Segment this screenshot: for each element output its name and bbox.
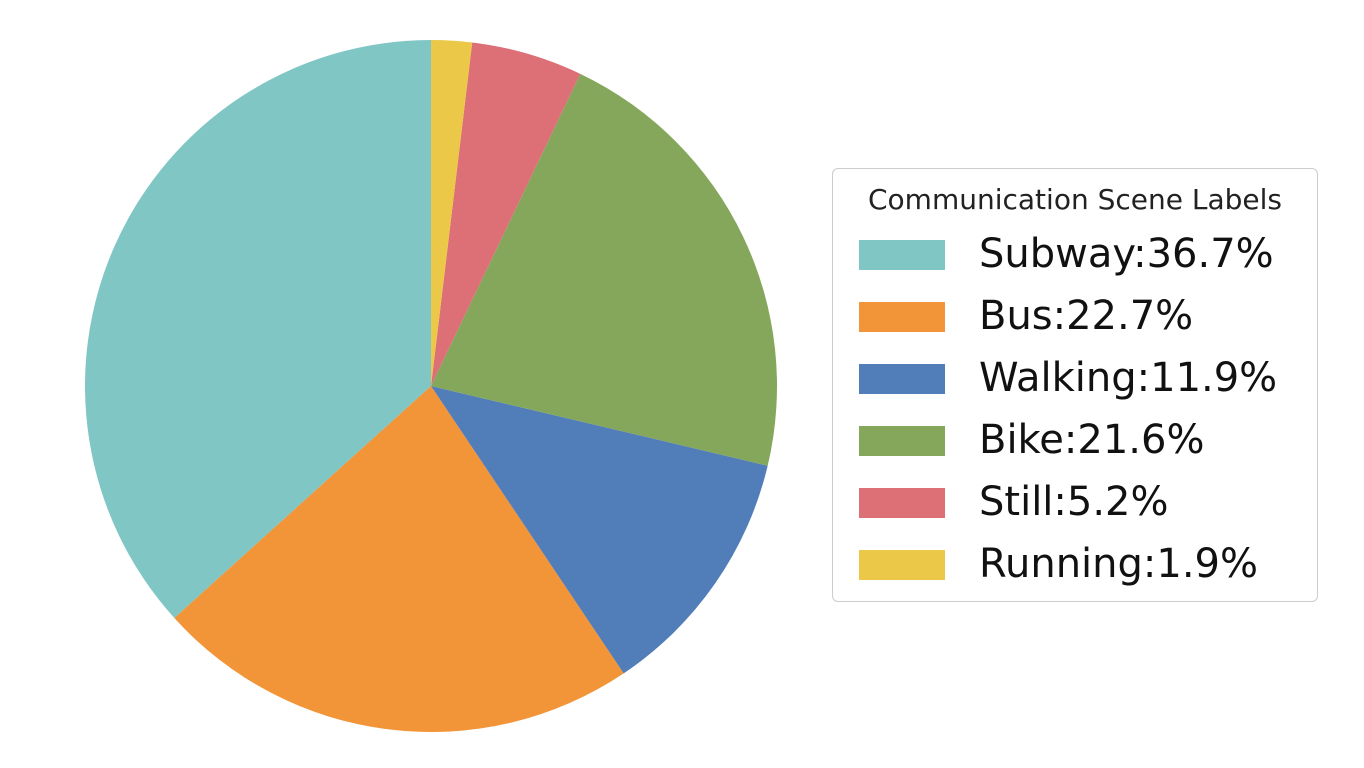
pie-slice-running (431, 40, 473, 386)
legend-swatch-walking (859, 364, 945, 394)
legend-swatch-running (859, 550, 945, 580)
legend-swatch-subway (859, 240, 945, 270)
legend-swatch-still (859, 488, 945, 518)
pie-slice-subway (84, 40, 432, 619)
legend-label-subway: Subway:36.7% (979, 231, 1274, 277)
pie-slice-bike (431, 73, 777, 466)
pie-slices (84, 40, 777, 732)
legend-swatch-bike (859, 426, 945, 456)
legend-title: Communication Scene Labels (868, 183, 1282, 216)
legend: Communication Scene Labels Subway:36.7% B… (832, 168, 1318, 602)
legend-label-still: Still:5.2% (979, 479, 1169, 525)
pie-slice-still (431, 42, 581, 387)
legend-swatch-bus (859, 302, 945, 332)
pie-slice-bus (174, 386, 624, 732)
legend-label-walking: Walking:11.9% (979, 355, 1278, 401)
pie-slice-walking (431, 386, 768, 674)
legend-label-bus: Bus:22.7% (979, 293, 1194, 339)
legend-label-running: Running:1.9% (979, 541, 1259, 587)
legend-label-bike: Bike:21.6% (979, 417, 1205, 463)
